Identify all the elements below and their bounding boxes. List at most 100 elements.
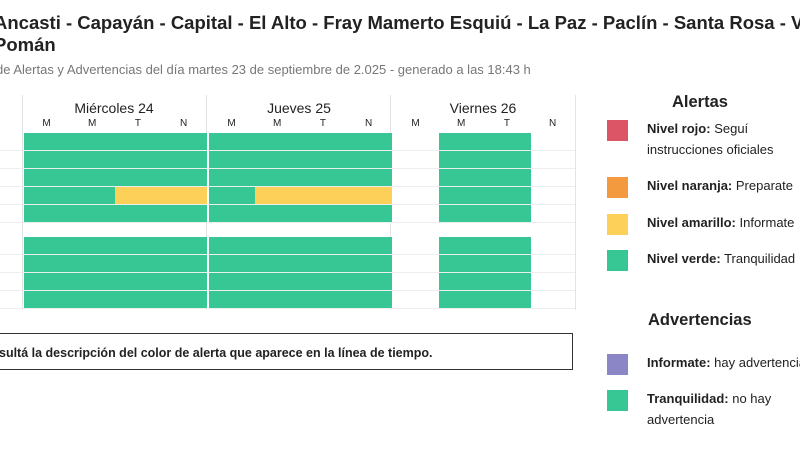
day-header: Viernes 26 (449, 100, 517, 116)
row-line (0, 186, 575, 187)
alert-segment-verde (24, 291, 71, 308)
legend-label: Nivel amarillo: (647, 215, 736, 230)
color-swatch-violeta (607, 354, 628, 375)
slot-header: M (411, 118, 420, 129)
alert-segment-verde (161, 291, 208, 308)
alert-segment-verde (484, 273, 531, 290)
subtitle: de Alertas y Advertencias del día martes… (0, 62, 531, 77)
legend-text: Tranquilidad (720, 251, 796, 266)
title-line-2: Pomán (0, 34, 56, 55)
column-divider (22, 95, 23, 310)
alert-timeline: Miércoles 24 M M T N Jueves 25 M M T N Viernes 26 M… (0, 95, 580, 310)
alert-segment-verde (254, 133, 301, 150)
alert-segment-verde (115, 205, 162, 222)
alert-segment-verde (24, 205, 71, 222)
alert-segment-verde (24, 133, 71, 150)
alertas-heading: Alertas (672, 93, 728, 111)
alert-segment-verde (209, 255, 256, 272)
alert-segment-verde (438, 255, 485, 272)
legend-item-alerta: Nivel naranja: Preparate (647, 175, 800, 196)
alert-segment-verde (24, 273, 71, 290)
alert-segment-verde (161, 151, 208, 168)
legend-item-advertencia: Tranquilidad: no hay advertencia (647, 388, 800, 430)
alert-segment-verde (24, 255, 71, 272)
title-line-1: Ancasti - Capayán - Capital - El Alto - … (0, 12, 800, 33)
alert-segment-verde (438, 237, 485, 254)
alert-segment-verde (300, 273, 347, 290)
alert-segment-verde (24, 237, 71, 254)
alert-segment-verde (24, 169, 71, 186)
alert-segment-verde (161, 169, 208, 186)
color-swatch-verde (607, 250, 628, 271)
alert-segment-verde (300, 255, 347, 272)
alert-segment-verde (346, 291, 393, 308)
alert-segment-verde (346, 273, 393, 290)
legend-item-alerta: Nivel rojo: Seguí instrucciones oficiales (647, 118, 800, 160)
alert-segment-verde (209, 133, 256, 150)
alert-segment-verde (438, 291, 485, 308)
alert-segment-verde (254, 255, 301, 272)
row-line (0, 290, 575, 291)
row-line (0, 222, 575, 223)
alert-segment-verde (115, 291, 162, 308)
slot-header: T (319, 118, 326, 129)
color-swatch-amarillo (607, 214, 628, 235)
row-line (0, 308, 575, 309)
alert-segment-verde (300, 205, 347, 222)
alert-segment-verde (484, 169, 531, 186)
alert-segment-verde (24, 151, 71, 168)
alert-segment-verde (69, 237, 116, 254)
alert-segment-verde (254, 237, 301, 254)
alert-segment-verde (161, 237, 208, 254)
alert-segment-amarillo (300, 187, 347, 204)
alert-segment-verde (484, 205, 531, 222)
alert-segment-verde (115, 133, 162, 150)
alert-segment-verde (161, 205, 208, 222)
alert-segment-verde (209, 291, 256, 308)
alert-segment-verde (300, 169, 347, 186)
slot-header: T (503, 118, 510, 129)
row-line (0, 272, 575, 273)
alert-segment-verde (484, 151, 531, 168)
alert-segment-verde (161, 255, 208, 272)
row-line (0, 204, 575, 205)
alert-segment-verde (209, 237, 256, 254)
alert-segment-verde (69, 291, 116, 308)
day-header: Miércoles 24 (74, 100, 154, 116)
slot-header: M (227, 118, 236, 129)
alert-segment-verde (115, 255, 162, 272)
slot-header: N (548, 118, 557, 129)
legend-item-alerta: Nivel verde: Tranquilidad (647, 248, 800, 269)
alert-segment-verde (438, 205, 485, 222)
alert-segment-verde (438, 151, 485, 168)
row-line (0, 254, 575, 255)
alert-segment-verde (254, 273, 301, 290)
day-header: Jueves 25 (267, 100, 331, 116)
alert-segment-verde (484, 133, 531, 150)
alert-segment-verde (69, 273, 116, 290)
alert-segment-verde (115, 237, 162, 254)
column-divider (575, 95, 576, 310)
alert-segment-verde (300, 151, 347, 168)
alert-segment-verde (69, 205, 116, 222)
color-swatch-rojo (607, 120, 628, 141)
alert-segment-verde (254, 169, 301, 186)
alert-segment-verde (484, 237, 531, 254)
legend-text: Preparate (732, 178, 793, 193)
alert-segment-verde (484, 291, 531, 308)
legend-label: Tranquilidad: (647, 391, 729, 406)
alert-segment-amarillo (115, 187, 162, 204)
advertencias-heading: Advertencias (648, 311, 752, 329)
slot-header: N (179, 118, 188, 129)
alert-segment-verde (484, 187, 531, 204)
alert-segment-verde (300, 291, 347, 308)
legend-label: Nivel rojo: (647, 121, 711, 136)
alert-segment-verde (209, 169, 256, 186)
alert-segment-verde (346, 151, 393, 168)
slot-header: M (88, 118, 97, 129)
alert-segment-verde (69, 151, 116, 168)
alert-segment-verde (438, 169, 485, 186)
alert-segment-verde (69, 169, 116, 186)
alert-segment-verde (115, 151, 162, 168)
page-title: Ancasti - Capayán - Capital - El Alto - … (0, 12, 800, 56)
